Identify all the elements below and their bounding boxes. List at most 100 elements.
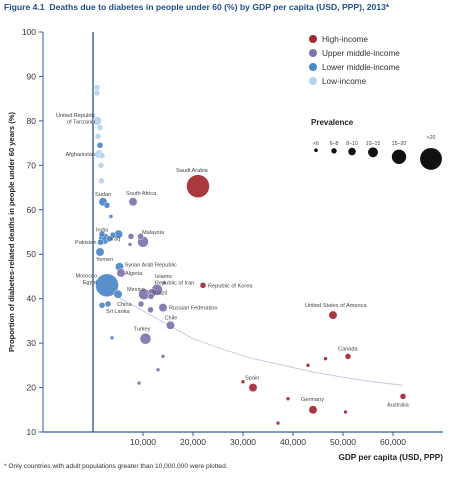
x-axis-label: GDP per capita (USD, PPP)	[339, 453, 444, 462]
data-point	[147, 293, 155, 300]
data-point	[109, 335, 115, 341]
legend-size-marker	[348, 147, 356, 156]
y-tick-label: 20	[27, 383, 37, 393]
data-point	[323, 356, 328, 361]
data-point	[137, 300, 145, 308]
legend-swatch-low	[309, 77, 317, 85]
point-label: Iraq	[111, 237, 121, 243]
point-label: Republic of Korea	[208, 283, 253, 289]
point-label: Canada	[338, 346, 358, 352]
data-point	[344, 353, 352, 360]
legend-size-marker	[391, 149, 407, 164]
legend-size-label: >20	[427, 135, 436, 141]
point-label: Spain	[245, 376, 259, 382]
data-point	[166, 320, 175, 330]
point-label: Morocco	[76, 273, 97, 279]
data-point	[93, 116, 102, 126]
legend-swatch-upper_middle	[309, 49, 317, 57]
y-tick-label: 70	[27, 160, 37, 170]
point-label: Sri Lanka	[106, 309, 131, 315]
legend-swatch-lower_middle	[309, 63, 317, 71]
point-label: United Republic	[56, 113, 96, 119]
data-point	[96, 142, 104, 149]
figure-title: Figure 4.1 Deaths due to diabetes in peo…	[4, 1, 451, 13]
data-point	[343, 409, 348, 415]
legend-size-marker	[314, 148, 318, 152]
scatter-chart: 10 20 30 40 50 60 70 80 90 100 10,000 20,000 30,000 4…	[7, 27, 444, 462]
data-point	[106, 235, 113, 242]
data-point	[93, 89, 101, 97]
legend-size-marker	[331, 148, 337, 154]
data-point	[328, 310, 338, 320]
point-label: Pakistan	[75, 240, 96, 246]
legend-swatch-high	[309, 35, 317, 43]
legend-size-label: 10–15	[366, 141, 381, 147]
y-tick-label: 90	[27, 71, 37, 81]
point-label: of Tanzania	[67, 119, 96, 125]
data-point	[116, 268, 126, 278]
data-point	[127, 242, 133, 247]
y-axis-label: Proportion of diabetes-related deaths in…	[7, 111, 16, 352]
data-point	[161, 280, 167, 285]
legend-size-label: 8–10	[346, 141, 358, 147]
data-point	[160, 354, 166, 359]
point-label: Sudan	[95, 192, 111, 198]
point-label: Republic of Iran	[155, 280, 194, 286]
point-label: Afghanistan	[65, 152, 95, 158]
data-point	[139, 332, 152, 345]
y-tick-label: 60	[27, 205, 37, 215]
point-label: Australia	[387, 402, 410, 408]
point-label: China	[117, 302, 133, 308]
data-point	[98, 302, 106, 309]
data-point	[97, 162, 105, 169]
data-point	[97, 238, 104, 246]
y-tick-label: 30	[27, 338, 37, 348]
point-label: Chile	[165, 315, 178, 321]
figure-footnote: * Only countries with adult populations …	[4, 463, 228, 470]
point-label: Saudi Arabia	[176, 168, 209, 174]
data-point	[147, 306, 154, 314]
data-point	[127, 233, 135, 240]
data-point	[98, 152, 106, 159]
legend-label-lower_middle: Lower middle-income	[322, 63, 400, 72]
data-point	[95, 247, 105, 257]
point-label: Algeria	[125, 271, 143, 277]
data-point	[285, 396, 291, 401]
legend-size-label: 6–8	[330, 141, 339, 147]
data-point	[94, 133, 102, 140]
data-point	[103, 202, 111, 209]
y-tick-label: 100	[22, 27, 36, 37]
data-point	[128, 197, 138, 207]
point-label: Turkey	[134, 327, 151, 333]
data-point	[95, 273, 119, 298]
data-point	[137, 233, 144, 240]
legend-size-marker	[420, 147, 442, 170]
figure-label: Figure 4.1	[4, 2, 45, 12]
legend-label-high: High-income	[322, 35, 368, 44]
point-label: United States of America	[305, 303, 367, 309]
point-label: Brazil	[153, 290, 167, 296]
x-tick-label: 60,000	[380, 437, 406, 447]
point-label: Yemen	[96, 257, 113, 263]
x-tick-label: 50,000	[330, 437, 356, 447]
data-point	[199, 282, 207, 289]
x-tick-label: 20,000	[180, 437, 206, 447]
data-point	[104, 300, 112, 308]
data-point	[113, 289, 123, 299]
figure-title-text: Deaths due to diabetes in people under 6…	[49, 2, 390, 12]
data-point	[240, 379, 246, 385]
data-point	[248, 383, 258, 393]
data-point	[98, 177, 105, 185]
y-tick-label: 50	[27, 249, 37, 259]
data-point	[136, 380, 142, 386]
point-label: Islamic	[155, 274, 173, 280]
point-label: India	[96, 228, 109, 234]
data-point	[158, 303, 168, 313]
data-point	[108, 214, 114, 219]
data-point	[155, 367, 161, 373]
x-tick-label: 30,000	[230, 437, 256, 447]
y-tick-label: 10	[27, 427, 37, 437]
point-label: Mexico	[127, 287, 145, 293]
data-point	[399, 393, 407, 400]
data-point	[186, 174, 210, 198]
